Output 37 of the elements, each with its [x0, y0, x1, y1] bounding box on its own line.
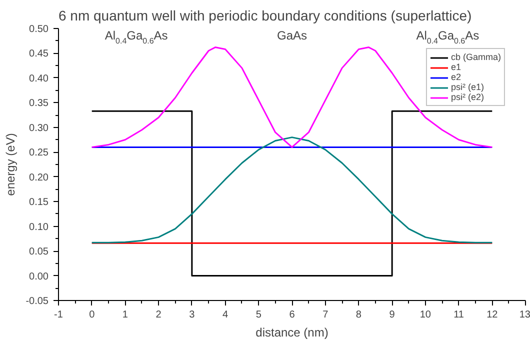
x-tick-label: 6: [289, 310, 296, 320]
x-tick-label: 3: [189, 310, 196, 320]
x-tick-label: 11: [454, 310, 464, 320]
x-axis-title: distance (nm): [256, 326, 328, 340]
x-tick-label: 7: [322, 310, 329, 320]
x-tick-label: 1: [122, 310, 128, 320]
legend-label: psi² (e2): [450, 92, 484, 102]
y-tick-label: 0.45: [29, 48, 49, 60]
y-tick-label: 0.25: [29, 148, 49, 159]
x-tick-label: 8: [356, 310, 362, 320]
x-tick-label: 2: [156, 310, 162, 320]
y-tick-label: -0.05: [26, 296, 49, 307]
x-tick-label: 10: [420, 310, 432, 320]
x-tick-label: -1: [54, 310, 64, 320]
x-tick-label: 4: [222, 310, 229, 320]
x-tick-label: 5: [256, 310, 262, 320]
y-tick-label: 0.20: [29, 172, 49, 184]
annotation: GaAs: [276, 28, 308, 42]
legend-label: e1: [450, 62, 462, 72]
legend-label: e2: [450, 72, 462, 82]
y-tick-label: 0.00: [29, 271, 49, 282]
x-tick-label: 12: [486, 310, 498, 320]
y-tick-label: 0.50: [29, 24, 49, 35]
legend-label: cb (Gamma): [450, 52, 501, 62]
legend-label: psi² (e1): [450, 82, 484, 92]
line-series: [91, 136, 493, 244]
y-tick-label: 0.40: [29, 73, 49, 84]
x-tick-label: 13: [519, 310, 530, 320]
y-tick-label: 0.15: [29, 197, 49, 208]
y-tick-label: 0.10: [29, 222, 49, 233]
y-axis-title: energy (eV): [4, 133, 18, 196]
y-tick-label: 0.35: [29, 98, 49, 110]
x-tick-label: 9: [389, 310, 396, 320]
x-tick-label: 0: [89, 310, 96, 320]
chart-title: 6 nm quantum well with periodic boundary conditions (superlattice): [58, 8, 472, 24]
y-tick-label: 0.30: [29, 122, 49, 134]
y-tick-label: 0.05: [29, 246, 49, 258]
